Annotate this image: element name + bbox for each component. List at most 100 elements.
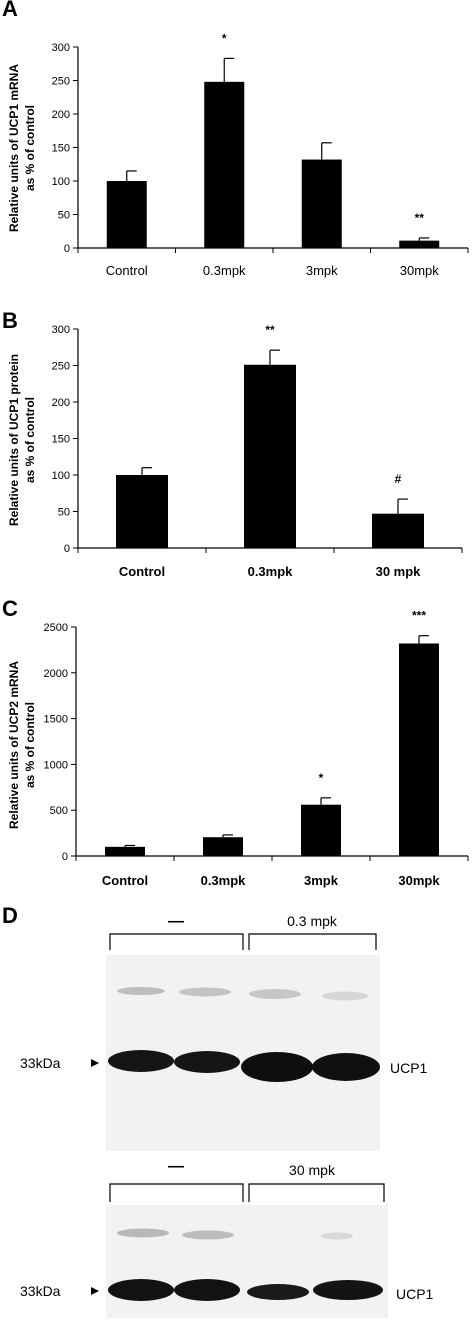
bar <box>204 81 245 248</box>
y-tick-label: 1000 <box>44 759 68 771</box>
panel-letter-a: A <box>2 0 18 21</box>
y-axis-label-line-1: Relative units of UCP1 protein <box>7 354 21 526</box>
significance-label: ** <box>265 323 275 337</box>
y-axis-label-line-2: as % of control <box>23 397 37 483</box>
category-label: 0.3mpk <box>248 564 294 579</box>
y-axis-label-line-1: Relative units of UCP1 mRNA <box>7 64 21 232</box>
category-label: Control <box>106 263 148 278</box>
y-tick-label: 150 <box>52 143 70 155</box>
bar <box>244 364 296 548</box>
blot-top-marker-arrow <box>91 1059 99 1067</box>
y-axis-label: Relative units of UCP2 mRNA <box>7 661 21 829</box>
blot-bottom: — 30 mpk 33kDa UCP1 <box>20 1158 434 1318</box>
y-axis-label: Relative units of UCP1 protein <box>7 354 21 526</box>
y-axis-label-2: as % of control <box>23 105 37 191</box>
blot-bottom-faint-band-2 <box>182 1230 234 1240</box>
y-tick-label: 100 <box>52 176 70 188</box>
blot-top-faint-band-3 <box>249 989 301 999</box>
bar <box>301 159 342 248</box>
bar <box>116 475 168 548</box>
blot-bottom-band-1 <box>108 1279 174 1301</box>
western-blot: — 0.3 mpk 33kDa UCP1 — 30 mpk <box>20 913 434 1318</box>
y-tick-label: 100 <box>52 470 70 482</box>
bar <box>301 804 341 856</box>
panel-d: D — 0.3 mpk 33kDa UCP1 — 30 mpk <box>0 903 474 1319</box>
blot-bottom-left-bracket <box>109 1183 244 1202</box>
significance-label: * <box>319 771 324 785</box>
category-label: Control <box>119 564 165 579</box>
y-tick-label: 200 <box>52 397 70 409</box>
y-axis-label-line-2: as % of control <box>23 105 37 191</box>
y-tick-label: 300 <box>52 42 70 54</box>
blot-bottom-left-group-label: — <box>168 1158 184 1175</box>
blot-bottom-right-group-label: 30 mpk <box>289 1162 336 1178</box>
y-tick-label: 1500 <box>44 714 68 726</box>
y-tick-label: 0 <box>64 543 70 555</box>
y-axis-label-line-2: as % of control <box>23 702 37 788</box>
category-label: 3mpk <box>306 263 338 278</box>
blot-top-left-bracket <box>109 933 244 950</box>
blot-top-marker-label: 33kDa <box>20 1055 61 1071</box>
category-label: 3mpk <box>304 873 339 888</box>
chart-a-ucp1-mrna: 0 50 100 150 200 250 300 Control * 0.3mpk 3mpk ** 30… <box>7 31 469 278</box>
blot-bottom-faint-band-1 <box>117 1228 169 1238</box>
y-tick-label: 150 <box>52 434 70 446</box>
y-tick-label: 250 <box>52 76 70 88</box>
chart-c-ucp2-mrna: 0 500 1000 1500 2000 2500 Control 0.3mpk * 3mpk **… <box>7 609 469 888</box>
blot-bottom-membrane <box>106 1205 388 1318</box>
y-tick-label: 50 <box>58 210 70 222</box>
blot-bottom-band-2 <box>174 1279 240 1301</box>
chart-b-ucp1-protein: 0 50 100 150 200 250 300 Control ** 0.3mpk #30 mpk… <box>7 323 463 579</box>
blot-bottom-band-4 <box>313 1280 383 1300</box>
blot-bottom-marker-arrow <box>91 1287 99 1295</box>
blot-top-band-2 <box>174 1051 240 1073</box>
y-axis-label-2: as % of control <box>23 702 37 788</box>
panel-c: C 0 500 1000 1500 2000 2500 Control 0.3mpk * 3mpk… <box>0 596 474 910</box>
category-label: Control <box>102 873 148 888</box>
significance-label: *** <box>412 609 426 623</box>
blot-top-band-4 <box>312 1053 380 1081</box>
panel-b: B 0 50 100 150 200 250 300 Control ** 0.3mpk #30 m… <box>0 300 474 600</box>
category-label: 0.3mpk <box>201 873 247 888</box>
blot-top-faint-band-1 <box>117 987 165 995</box>
blot-bottom-band-3 <box>247 1284 309 1300</box>
blot-top: — 0.3 mpk 33kDa UCP1 <box>20 913 428 1151</box>
blot-bottom-marker-label: 33kDa <box>20 1283 61 1299</box>
blot-top-faint-band-4 <box>322 991 368 1001</box>
category-label: 0.3mpk <box>203 263 246 278</box>
blot-bottom-faint-band-4 <box>321 1232 353 1240</box>
category-label: 30mpk <box>400 263 440 278</box>
panel-letter-d: D <box>2 903 18 928</box>
bar <box>106 181 147 248</box>
blot-top-faint-band-2 <box>179 987 231 997</box>
y-tick-label: 500 <box>50 805 68 817</box>
y-tick-label: 50 <box>58 507 70 519</box>
blot-top-band-1 <box>108 1050 174 1072</box>
panel-letter-b: B <box>2 308 18 333</box>
blot-top-left-group-label: — <box>168 913 184 930</box>
bar <box>105 846 145 856</box>
bar <box>399 643 439 856</box>
bar <box>399 240 440 248</box>
blot-bottom-band-label: UCP1 <box>396 1286 434 1302</box>
significance-label: # <box>395 472 402 486</box>
blot-top-band-label: UCP1 <box>390 1060 428 1076</box>
y-tick-label: 0 <box>62 851 68 863</box>
blot-top-band-3 <box>241 1052 313 1082</box>
bar <box>372 513 424 548</box>
y-tick-label: 0 <box>64 243 70 255</box>
y-tick-label: 2000 <box>44 668 68 680</box>
y-axis-label: Relative units of UCP1 mRNA <box>7 64 21 232</box>
panel-a: A 0 50 100 150 200 250 300 Control * 0.3mpk 3mpk **… <box>0 0 474 300</box>
y-tick-label: 250 <box>52 361 70 373</box>
panel-letter-c: C <box>2 596 18 621</box>
significance-label: * <box>222 31 227 45</box>
y-axis-label-line-1: Relative units of UCP2 mRNA <box>7 661 21 829</box>
category-label: 30 mpk <box>376 564 422 579</box>
blot-bottom-right-bracket <box>248 1183 385 1202</box>
significance-label: ** <box>415 211 425 225</box>
blot-top-right-bracket <box>248 933 377 950</box>
y-tick-label: 300 <box>52 324 70 336</box>
y-axis-label-2: as % of control <box>23 397 37 483</box>
bar <box>203 837 243 856</box>
